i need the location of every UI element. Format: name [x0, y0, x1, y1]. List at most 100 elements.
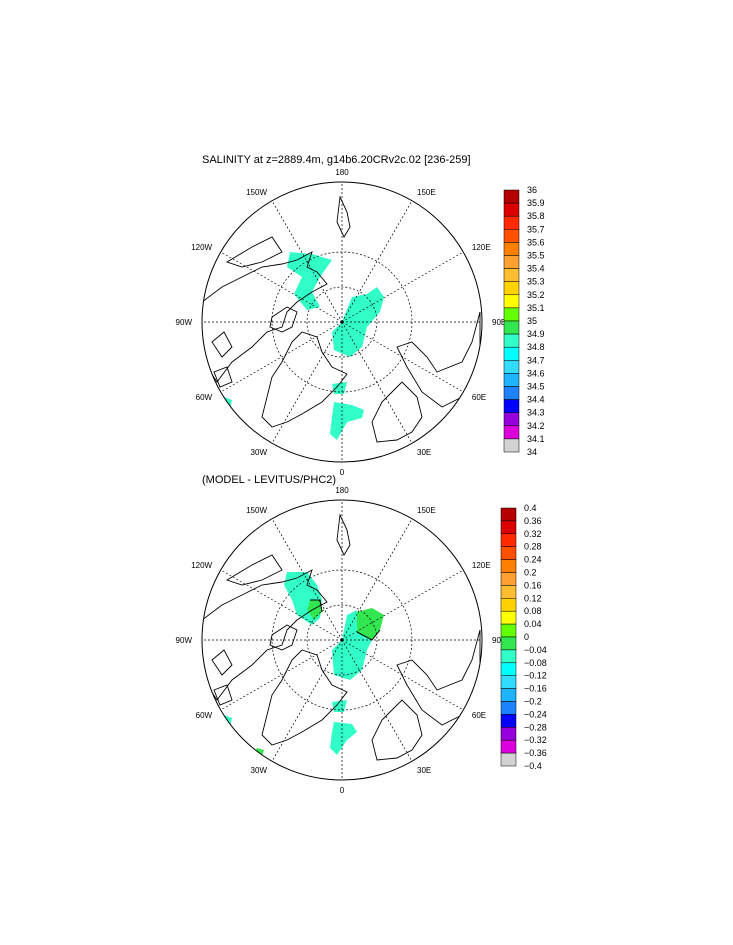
- colorbar-tick-label: 35.3: [527, 277, 545, 287]
- longitude-label: 60W: [196, 393, 213, 402]
- colorbar-tick-label: 36: [527, 185, 537, 195]
- colorbar-swatch: [500, 623, 517, 638]
- colorbar-tick-label: 34.6: [527, 368, 545, 378]
- colorbar-tick-label: 0.32: [524, 529, 542, 539]
- salinity-patch-5: [332, 700, 347, 712]
- colorbar-swatch: [500, 520, 517, 535]
- colorbar-swatch: [500, 701, 517, 715]
- colorbar-swatch: [503, 255, 520, 269]
- colorbar-swatch: [503, 229, 520, 243]
- coastline-5: [371, 381, 423, 443]
- colorbar-tick-label: 34.8: [527, 342, 545, 352]
- longitude-label: 180: [335, 486, 349, 495]
- longitude-label: 60W: [196, 711, 213, 720]
- colorbar-swatch: [500, 610, 517, 625]
- colorbar-swatch: [503, 281, 520, 296]
- map-interior: [202, 500, 482, 780]
- chart-title: (MODEL - LEVITUS/PHC2): [202, 474, 336, 486]
- longitude-label: 120E: [472, 243, 491, 252]
- colorbar-tick-label: −0.16: [524, 684, 547, 694]
- longitude-label: 30E: [417, 448, 431, 457]
- colorbar: 0.4 0.36 0.32 0.28 0.24 0.2 0.16 0.12 0.08 0.04 0 −…: [500, 503, 547, 771]
- colorbar-swatch: [503, 189, 520, 204]
- meridian-line: [220, 639, 343, 711]
- colorbar-swatch: [503, 386, 520, 400]
- coastline-8: [211, 649, 233, 676]
- longitude-label: 150E: [417, 506, 436, 515]
- colorbar-tick-label: −0.08: [524, 658, 547, 668]
- longitude-label: 0: [340, 786, 345, 795]
- coastline-3: [261, 331, 348, 428]
- coastline-4: [336, 195, 351, 238]
- meridian-line: [220, 321, 343, 393]
- colorbar-tick-label: −0.28: [524, 722, 547, 732]
- colorbar-swatch: [503, 294, 520, 309]
- longitude-label: 150W: [246, 506, 267, 515]
- meridian-line: [341, 639, 464, 711]
- meridian-line: [341, 569, 464, 641]
- colorbar-swatch: [500, 533, 517, 547]
- colorbar-tick-label: 35: [527, 316, 537, 326]
- colorbar-tick-label: −0.04: [524, 645, 547, 655]
- colorbar-tick-label: 34.7: [527, 355, 545, 365]
- meridian-line: [341, 321, 464, 393]
- colorbar-tick-label: 0.36: [524, 516, 542, 526]
- colorbar-tick-label: 34: [527, 447, 537, 457]
- coastline-2: [269, 624, 298, 651]
- colorbar-swatch: [503, 333, 520, 348]
- map-interior: [202, 182, 482, 462]
- colorbar-swatch: [503, 425, 520, 440]
- salinity-patch-3: [332, 382, 347, 394]
- longitude-label: 120W: [191, 561, 212, 570]
- colorbar-swatch: [503, 320, 520, 335]
- meridian-line: [341, 639, 413, 762]
- colorbar-swatch: [503, 412, 520, 427]
- colorbar-tick-label: 0.28: [524, 542, 542, 552]
- salinity-patch-1: [287, 252, 332, 310]
- longitude-label: 60E: [472, 393, 486, 402]
- coastline-9: [213, 366, 233, 388]
- colorbar-swatch: [503, 202, 520, 217]
- coastline-9: [213, 684, 233, 706]
- colorbar-swatch: [503, 373, 520, 387]
- colorbar-tick-label: 35.6: [527, 237, 545, 247]
- coastline-1: [202, 569, 328, 701]
- colorbar-tick-label: 0.4: [524, 503, 537, 513]
- colorbar-swatch: [500, 662, 517, 676]
- salinity-patch-4: [330, 402, 364, 440]
- colorbar-tick-label: −0.32: [524, 735, 547, 745]
- colorbar-swatch: [500, 546, 517, 560]
- salinity-patch-6: [330, 722, 357, 755]
- colorbar-tick-label: 0: [524, 632, 529, 642]
- coastline-8: [211, 331, 233, 358]
- colorbar-swatch: [503, 215, 520, 230]
- longitude-label: 150E: [417, 188, 436, 197]
- colorbar-swatch: [500, 675, 517, 689]
- salinity-patch-7: [222, 715, 232, 728]
- longitude-label: 30W: [251, 448, 268, 457]
- colorbar-tick-label: 0.2: [524, 568, 537, 578]
- colorbar-tick-label: −0.12: [524, 671, 547, 681]
- colorbar-swatch: [503, 360, 520, 374]
- meridian-line: [341, 518, 413, 641]
- colorbar-tick-label: −0.2: [524, 697, 542, 707]
- map-boundary: [201, 181, 483, 463]
- colorbar-tick-label: 34.5: [527, 382, 545, 392]
- colorbar-tick-label: 35.4: [527, 264, 545, 274]
- latitude-circle-1: [306, 286, 378, 358]
- coastline-7: [225, 554, 283, 586]
- colorbar-swatch: [503, 242, 520, 256]
- coastline-1: [202, 251, 328, 383]
- map-panel-2: (MODEL - LEVITUS/PHC2)180 150E 120E 90E 60E 3…: [176, 474, 547, 795]
- meridian-line: [341, 200, 413, 323]
- colorbar-tick-label: 34.4: [527, 395, 545, 405]
- colorbar-swatch: [503, 268, 520, 282]
- chart-title: SALINITY at z=2889.4m, g14b6.20CRv2c.02 …: [202, 154, 471, 166]
- map-panel-1: SALINITY at z=2889.4m, g14b6.20CRv2c.02 …: [176, 154, 545, 477]
- colorbar-tick-label: 34.1: [527, 434, 545, 444]
- longitude-label: 90E: [492, 318, 506, 327]
- colorbar-swatch: [500, 688, 517, 702]
- longitude-label: 120E: [472, 561, 491, 570]
- longitude-label: 60E: [472, 711, 486, 720]
